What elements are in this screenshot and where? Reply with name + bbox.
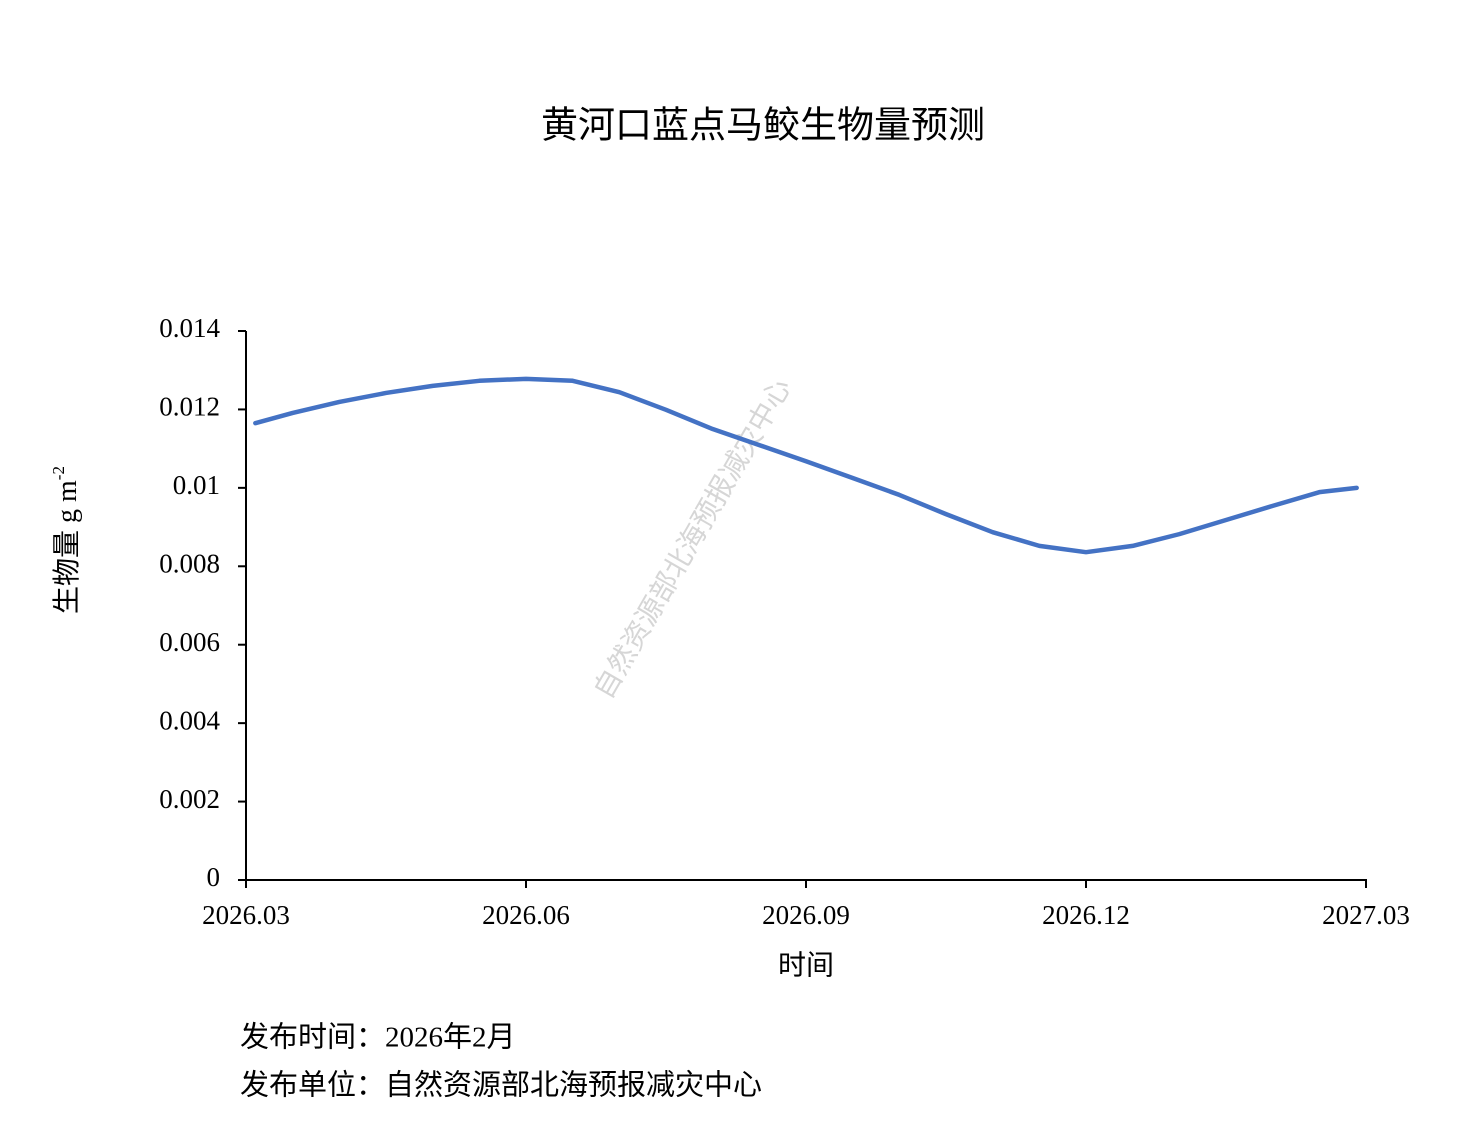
y-tick-label: 0.006	[159, 627, 220, 657]
chart-title: 黄河口蓝点马鲛生物量预测	[541, 104, 985, 146]
series-line	[253, 376, 1359, 555]
x-tick-label: 2026.03	[202, 900, 290, 930]
y-tick-label: 0	[207, 862, 221, 892]
y-tick-label: 0.014	[159, 313, 220, 343]
x-tick-label: 2026.09	[762, 900, 850, 930]
y-tick-label: 0.004	[159, 705, 220, 735]
y-axis-label: 生物量 g m-2	[49, 466, 84, 614]
y-tick-label: 0.002	[159, 784, 220, 814]
x-tick-label: 2026.12	[1042, 900, 1130, 930]
footer-line: 发布单位：自然资源部北海预报减灾中心	[240, 1069, 762, 1102]
x-tick-label: 2026.06	[482, 900, 570, 930]
y-axis-label-text: 生物量 g m	[51, 480, 83, 614]
x-tick-label: 2027.03	[1322, 900, 1410, 930]
y-tick-label: 0.012	[159, 392, 220, 422]
y-tick-label: 0.01	[173, 470, 220, 500]
y-tick-label: 0.008	[159, 548, 220, 578]
y-axis-label-superscript: -2	[49, 466, 68, 480]
footer-line: 发布时间：2026年2月	[240, 1021, 516, 1054]
x-axis-label: 时间	[778, 949, 834, 981]
